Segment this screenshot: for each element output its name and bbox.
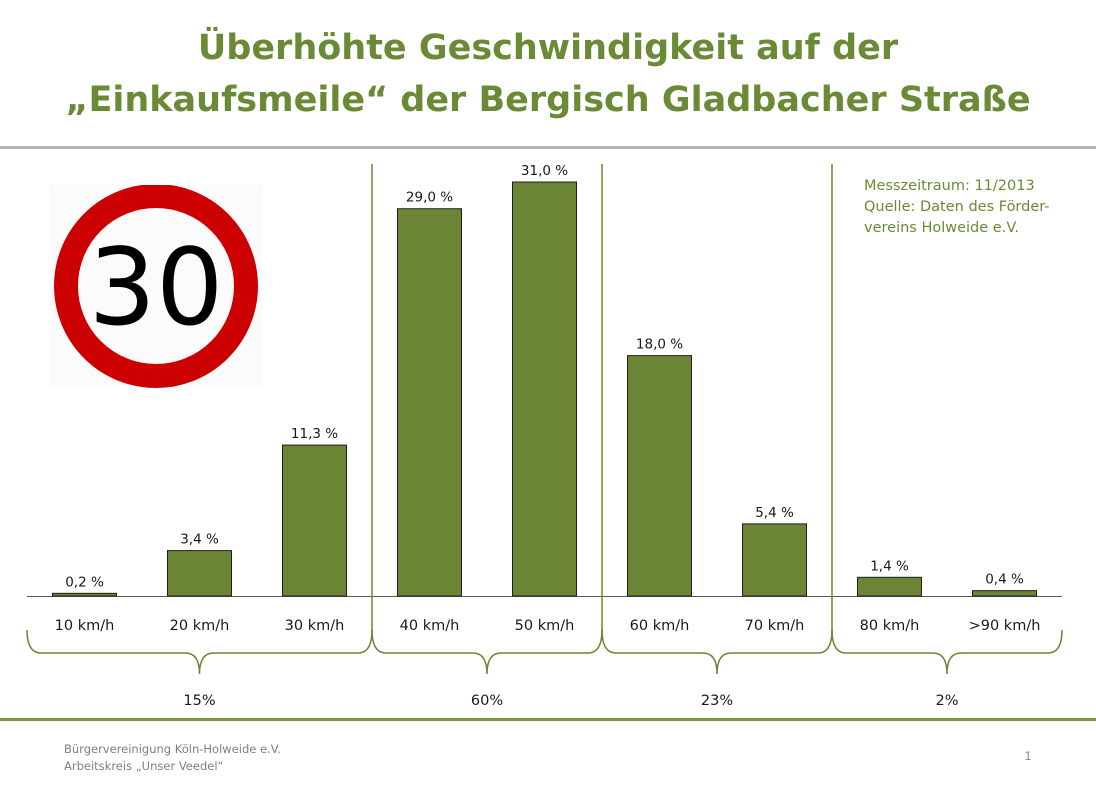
group-label: 60%	[471, 693, 503, 709]
bar	[167, 550, 232, 597]
data-label: 11,3 %	[291, 426, 338, 442]
page-number: 1	[1024, 749, 1032, 763]
category-label: 10 km/h	[55, 618, 115, 634]
group-brace	[26, 629, 373, 675]
sign-red-ring	[54, 185, 258, 388]
footer-working-group: Arbeitskreis „Unser Veedel“	[64, 759, 224, 773]
data-label: 5,4 %	[755, 505, 794, 521]
data-label: 1,4 %	[870, 558, 909, 574]
category-label: >90 km/h	[969, 618, 1041, 634]
data-label: 0,4 %	[985, 572, 1024, 588]
category-label: 60 km/h	[630, 618, 690, 634]
bar	[512, 181, 577, 597]
category-label: 40 km/h	[400, 618, 460, 634]
title-line-2: „Einkaufsmeile“ der Bergisch Gladbacher …	[65, 80, 1031, 120]
footer-divider	[0, 718, 1096, 721]
data-label: 3,4 %	[180, 532, 219, 548]
category-label: 30 km/h	[285, 618, 345, 634]
group-labels: 15% 60% 23% 2%	[183, 693, 958, 709]
bar	[742, 523, 807, 597]
footer: Bürgervereinigung Köln-Holweide e.V. Arb…	[64, 741, 281, 775]
group-brace	[371, 629, 603, 675]
bar	[52, 592, 117, 597]
group-label: 15%	[183, 693, 215, 709]
bar	[282, 444, 347, 597]
sign-number: 30	[89, 226, 224, 349]
bars	[52, 181, 1037, 597]
category-label: 70 km/h	[745, 618, 805, 634]
group-label: 2%	[935, 693, 958, 709]
data-label: 31,0 %	[521, 163, 568, 179]
group-label: 23%	[701, 693, 733, 709]
source-line-continued: vereins Holweide e.V.	[864, 220, 1019, 236]
footer-organization: Bürgervereinigung Köln-Holweide e.V.	[64, 742, 281, 756]
source-line: Quelle: Daten des Förder-	[864, 199, 1050, 215]
data-label: 18,0 %	[636, 337, 683, 353]
bar	[397, 208, 462, 597]
group-separators	[371, 164, 833, 636]
source-note: Messzeitraum: 11/2013 Quelle: Daten des …	[864, 176, 1084, 239]
category-label: 20 km/h	[170, 618, 230, 634]
group-brace	[601, 629, 833, 675]
data-label: 0,2 %	[65, 574, 104, 590]
title-divider	[0, 146, 1096, 149]
category-label: 80 km/h	[860, 618, 920, 634]
category-labels: 10 km/h 20 km/h 30 km/h 40 km/h 50 km/h 60 km…	[55, 618, 1041, 634]
category-label: 50 km/h	[515, 618, 575, 634]
group-braces	[26, 629, 1063, 675]
title-line-1: Überhöhte Geschwindigkeit auf der	[197, 28, 899, 68]
data-labels: 0,2 % 3,4 % 11,3 % 29,0 % 31,0 % 18,0 % 5,4 % 1…	[65, 163, 1024, 590]
slide-title: Überhöhte Geschwindigkeit auf der „Einka…	[0, 22, 1096, 126]
bar	[972, 590, 1037, 597]
bar	[857, 576, 922, 597]
measurement-period: Messzeitraum: 11/2013	[864, 178, 1035, 194]
bar	[627, 355, 692, 597]
group-brace	[831, 629, 1063, 675]
speed-limit-30-sign: 30	[50, 185, 262, 388]
speed-distribution-chart: 0,2 % 3,4 % 11,3 % 29,0 % 31,0 % 18,0 % 5,4 % 1…	[26, 163, 1063, 709]
data-label: 29,0 %	[406, 190, 453, 206]
